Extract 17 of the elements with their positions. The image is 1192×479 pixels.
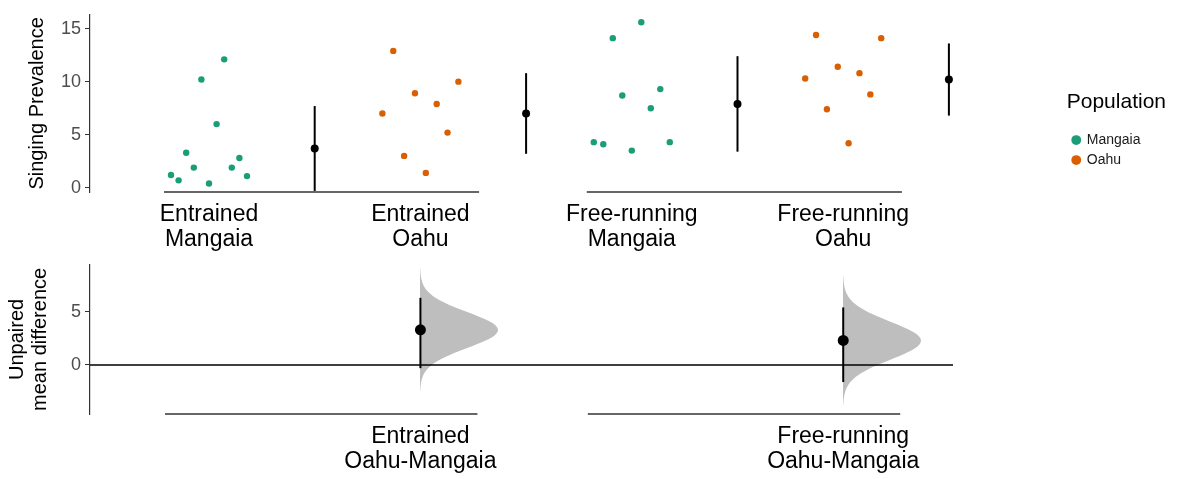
y-tick-label: 0 <box>70 353 81 374</box>
legend-label: Mangaia <box>1086 130 1141 147</box>
y-tick-label: 5 <box>70 300 81 321</box>
x-tick-label: Entrained Oahu <box>371 199 470 252</box>
y-axis-title: Unpaired mean difference <box>5 267 51 411</box>
y-axis-title: Singing Prevalence <box>25 17 48 190</box>
legend-title: Population <box>1066 89 1166 113</box>
legend-label: Oahu <box>1086 150 1121 167</box>
y-tick-label: 0 <box>70 176 81 197</box>
x-tick-label: Free-running Mangaia <box>565 199 698 252</box>
y-tick-label: 5 <box>70 123 81 144</box>
y-tick-label: 10 <box>60 70 81 91</box>
x-tick-label: Entrained Oahu-Mangaia <box>344 421 497 474</box>
y-tick-label: 15 <box>60 17 81 38</box>
x-tick-label: Free-running Oahu-Mangaia <box>767 421 920 474</box>
x-tick-label: Entrained Mangaia <box>159 199 259 252</box>
x-tick-label: Free-running Oahu <box>777 199 910 252</box>
